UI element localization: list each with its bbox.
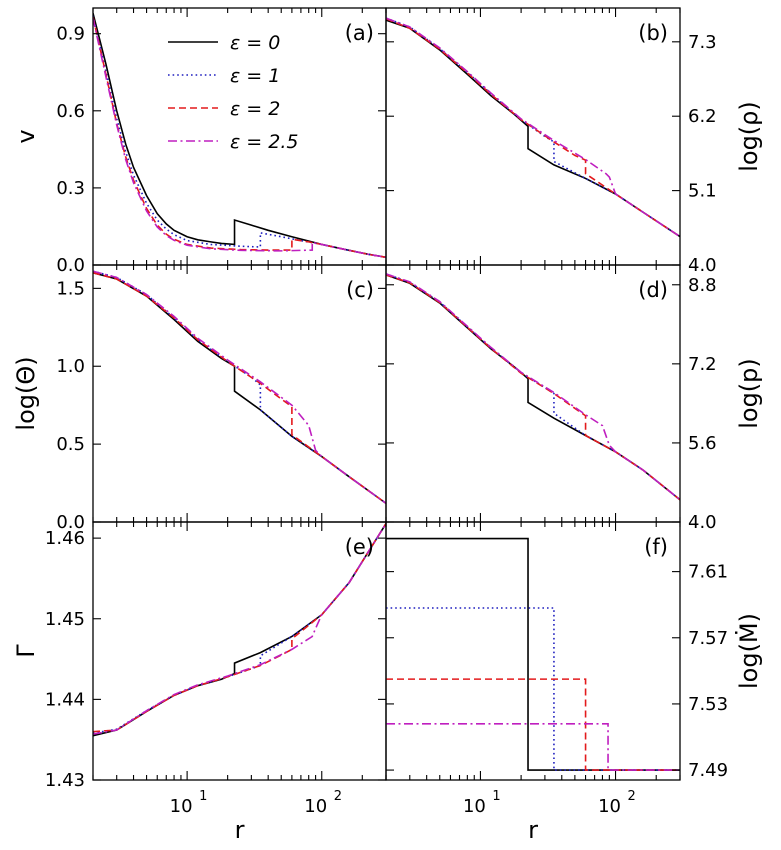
y-axis-label: log(Ṁ) bbox=[734, 613, 763, 689]
y-tick-label: 1.46 bbox=[45, 528, 85, 549]
panel-tag: (d) bbox=[638, 278, 668, 302]
y-tick-label: 0.0 bbox=[56, 512, 85, 533]
y-tick-label: 4.0 bbox=[688, 512, 717, 533]
y-axis-label: log(ρ) bbox=[735, 101, 763, 172]
y-tick-label: 7.61 bbox=[688, 562, 728, 583]
y-tick-label: 1.43 bbox=[45, 770, 85, 791]
y-tick-label: 7.57 bbox=[688, 628, 728, 649]
panel-f-curves bbox=[386, 537, 680, 771]
x-axis-label: r bbox=[528, 816, 538, 844]
series-line bbox=[386, 537, 680, 771]
x-tick-label: 10 bbox=[304, 796, 327, 817]
panel-tag: (f) bbox=[644, 535, 668, 559]
panel-d-curves bbox=[386, 273, 680, 501]
x-axis-label: r bbox=[235, 816, 245, 844]
panel-frame bbox=[92, 264, 387, 523]
y-tick-label: 0.9 bbox=[56, 24, 85, 45]
panel-frame bbox=[385, 264, 681, 523]
y-tick-label: 1.0 bbox=[56, 356, 85, 377]
series-line bbox=[93, 272, 386, 504]
legend-label: ε = 2.5 bbox=[230, 131, 299, 153]
panel-b-curves bbox=[386, 17, 680, 238]
panel-a-curves bbox=[93, 12, 386, 259]
legend-label: ε = 1 bbox=[230, 65, 280, 87]
series-line bbox=[386, 678, 680, 771]
series-line bbox=[386, 18, 680, 238]
panel-d: 4.0 5.6 7.2 8.8 log(p) (d) bbox=[385, 264, 763, 533]
y-tick-label: 7.49 bbox=[688, 760, 728, 781]
panel-c: 0.0 0.5 1.0 1.5 log(Θ) (c) bbox=[12, 264, 387, 533]
y-axis-label: log(p) bbox=[735, 358, 763, 429]
y-tick-label: 7.2 bbox=[688, 354, 717, 375]
panel-frame bbox=[92, 521, 387, 781]
series-line bbox=[93, 12, 386, 259]
series-line bbox=[93, 523, 386, 737]
y-tick-label: 0.5 bbox=[56, 434, 85, 455]
y-axis-label: v bbox=[12, 129, 40, 143]
y-axis-label: Γ bbox=[12, 644, 40, 658]
series-line bbox=[93, 18, 386, 259]
y-tick-label: 5.6 bbox=[688, 433, 717, 454]
series-line bbox=[93, 15, 386, 259]
x-tick-exponent: 1 bbox=[492, 789, 500, 804]
series-line bbox=[386, 273, 680, 501]
x-tick-label: 10 bbox=[170, 796, 193, 817]
series-line bbox=[386, 722, 680, 771]
panel-e-curves bbox=[93, 523, 386, 737]
y-tick-label: 0.0 bbox=[56, 255, 85, 276]
legend-label: ε = 2 bbox=[230, 98, 280, 120]
series-line bbox=[93, 270, 386, 504]
panel-a: 0.0 0.3 0.6 0.9 v (a) ε = 0 ε = 1 ε = 2 ε = 2.5 bbox=[12, 7, 387, 276]
series-line bbox=[93, 523, 386, 733]
y-tick-label: 1.44 bbox=[45, 689, 85, 710]
series-line bbox=[93, 270, 386, 504]
x-tick-exponent: 2 bbox=[628, 789, 636, 804]
panel-tag: (b) bbox=[638, 21, 668, 45]
y-axis-label: log(Θ) bbox=[12, 356, 40, 430]
series-line bbox=[93, 272, 386, 504]
series-line bbox=[93, 523, 386, 735]
y-tick-label: 1.45 bbox=[45, 609, 85, 630]
y-tick-label: 5.1 bbox=[688, 181, 717, 202]
x-tick-label: 10 bbox=[463, 796, 486, 817]
y-tick-label: 4.0 bbox=[688, 255, 717, 276]
panel-tag: (e) bbox=[345, 535, 374, 559]
series-line bbox=[386, 607, 680, 771]
legend-label: ε = 0 bbox=[230, 32, 280, 54]
legend: ε = 0 ε = 1 ε = 2 ε = 2.5 bbox=[168, 32, 299, 153]
panel-c-curves bbox=[93, 270, 386, 504]
series-line bbox=[93, 523, 386, 735]
y-tick-label: 6.2 bbox=[688, 106, 717, 127]
panel-frame bbox=[385, 521, 681, 781]
y-tick-label: 7.3 bbox=[688, 32, 717, 53]
y-tick-label: 1.5 bbox=[56, 278, 85, 299]
panel-f: 7.49 7.53 7.57 7.61 log(Ṁ) (f) 10 1 10 2 r bbox=[385, 521, 763, 844]
panel-e: 1.43 1.44 1.45 1.46 Γ (e) 10 1 10 2 r bbox=[12, 521, 387, 844]
panel-tag: (c) bbox=[346, 278, 374, 302]
y-tick-label: 7.53 bbox=[688, 694, 728, 715]
y-tick-label: 8.8 bbox=[688, 275, 717, 296]
x-tick-exponent: 1 bbox=[199, 789, 207, 804]
panel-frame bbox=[385, 7, 681, 266]
x-tick-label: 10 bbox=[598, 796, 621, 817]
x-tick-exponent: 2 bbox=[334, 789, 342, 804]
y-tick-label: 0.6 bbox=[56, 101, 85, 122]
panel-tag: (a) bbox=[345, 21, 374, 45]
series-line bbox=[386, 274, 680, 501]
panel-b: 4.0 5.1 6.2 7.3 log(ρ) (b) bbox=[385, 7, 763, 276]
series-line bbox=[386, 17, 680, 238]
y-tick-label: 0.3 bbox=[56, 178, 85, 199]
